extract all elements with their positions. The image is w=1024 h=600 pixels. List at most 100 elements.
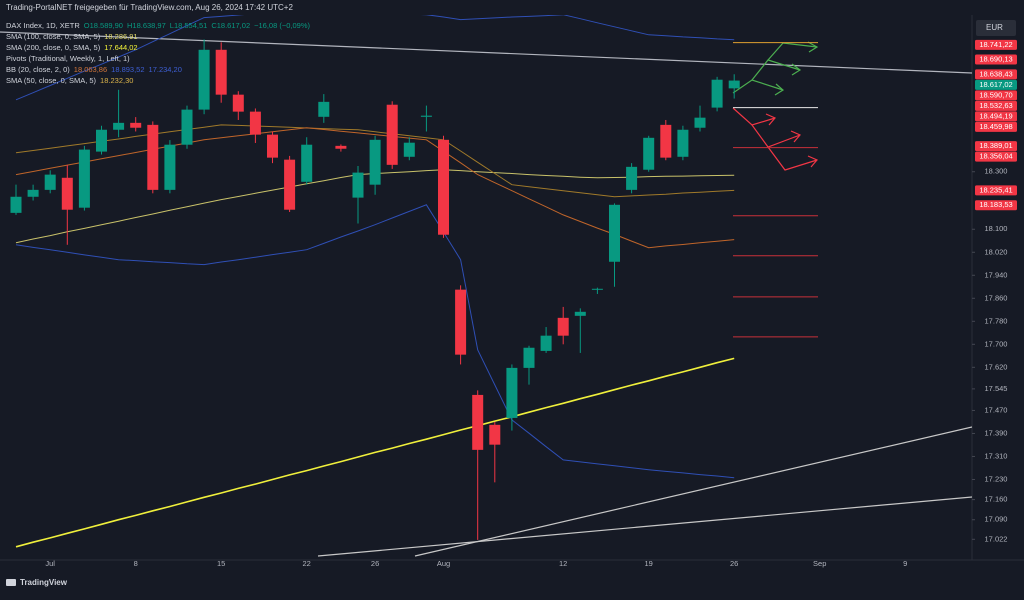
legend-value: 18.232,30 [100,76,133,85]
candle-body [489,424,501,445]
candle-body [198,49,210,110]
legend-value: 17.644,02 [104,43,137,52]
x-tick-label: 12 [559,559,567,568]
x-tick-label: 26 [730,559,738,568]
y-tick-label: 18.300 [985,167,1008,176]
indicator-line [15,15,735,101]
arrowhead [807,41,819,53]
candle-body [728,80,740,89]
y-tick-label: 17.940 [985,270,1008,279]
candle-body [643,137,655,170]
arrowhead [807,155,818,168]
y-tick-label: 17.860 [985,293,1008,302]
candle-body [113,122,125,130]
candle-body [335,145,347,149]
x-tick-label: Aug [437,559,450,568]
price-tag [975,39,1017,50]
candle-body [130,122,142,128]
y-tick-label: 18.020 [985,247,1008,256]
legend-value: H18.638,97 [127,21,166,30]
legend-value: 18.286,91 [104,32,137,41]
arrow [767,146,818,171]
y-tick-label: 17.545 [985,384,1008,393]
candle-body [472,394,484,450]
legend-value: L18.554,51 [170,21,208,30]
candle-body [147,124,159,190]
candle-body [540,335,552,351]
candle-body [352,172,364,198]
candle-body [249,111,261,135]
legend-value: 17.234,20 [149,65,182,74]
currency-label[interactable]: EUR [986,23,1003,32]
price-tag [975,121,1017,132]
y-tick-label: 17.470 [985,405,1008,414]
candle-body [420,115,432,117]
indicator-line [15,357,735,548]
x-tick-label: 15 [217,559,225,568]
candle-body [557,317,569,336]
price-tag-label: 18.532,63 [979,101,1012,110]
price-tag [975,151,1017,162]
legend-label: BB (20, close, 2, 0) [6,65,70,74]
legend-label: SMA (50, close, 0, SMA, 5) [6,76,97,85]
candle-body [574,311,586,316]
legend-row: SMA (200, close, 0, SMA, 5) 17.644,02 [6,43,138,52]
y-tick-label: 17.620 [985,362,1008,371]
candle-body [455,289,467,355]
candle-body [164,144,176,190]
arrowhead [790,130,801,143]
legend-row: BB (20, close, 2, 0) 18.063,86 18.893,52 17… [6,65,182,74]
price-tag-label: 18.389,01 [979,141,1012,150]
candle-body [626,166,638,190]
tradingview-logo: TradingView [6,578,68,587]
x-tick-label: Sep [813,559,826,568]
price-tag-label: 18.690,13 [979,55,1012,64]
price-tag [975,111,1017,122]
legend-row: SMA (50, close, 0, SMA, 5) 18.232,30 [6,76,133,85]
price-tag-label: 18.617,02 [979,80,1012,89]
price-tag [975,90,1017,101]
currency-button[interactable] [976,20,1016,36]
candle-body [438,139,449,235]
x-tick-label: Jul [45,559,55,568]
candle-body [232,94,244,112]
price-tag-label: 18.183,53 [979,200,1012,209]
price-tag-label: 18.356,04 [979,152,1012,161]
candle-body [78,149,90,208]
legend-value: −16,08 (−0,09%) [254,21,310,30]
price-tag-label: 18.741,22 [979,40,1012,49]
legend-row: Pivots (Traditional, Weekly, 1, Left, 1) [6,54,130,63]
arrowhead [765,113,776,126]
trend-line [317,496,972,557]
legend-label: DAX Index, 1D, XETR [6,21,80,30]
bearish-arrows [732,107,818,171]
candle-body [677,129,689,157]
candle-body [267,134,278,158]
legend-value: C18.617,02 [211,21,250,30]
candle-body [660,124,672,158]
trend-line [0,31,972,74]
legend-label: SMA (200, close, 0, SMA, 5) [6,43,101,52]
candle-body [403,142,415,157]
brand: TradingView [20,578,68,587]
x-tick-label: 19 [645,559,653,568]
y-tick-label: 17.090 [985,515,1008,524]
legend-value: 18.063,86 [74,65,107,74]
arrowhead [791,63,802,76]
header-title: Trading-PortalNET freigegeben für Tradin… [6,3,293,12]
indicator-line [15,204,735,479]
y-tick-label: 17.700 [985,339,1008,348]
y-tick-label: 17.390 [985,428,1008,437]
indicator-line [15,124,735,198]
candle-body [96,129,107,152]
legend-value: 18.893,52 [111,65,144,74]
price-tag-label: 18.459,98 [979,122,1012,131]
legend-row: DAX Index, 1D, XETR O18.589,90 H18.638,97 L… [6,21,311,30]
candle-body [591,288,603,290]
price-tag [975,200,1017,211]
price-tag [975,100,1017,111]
x-tick-label: 9 [903,559,907,568]
y-tick-label: 18.100 [985,224,1008,233]
